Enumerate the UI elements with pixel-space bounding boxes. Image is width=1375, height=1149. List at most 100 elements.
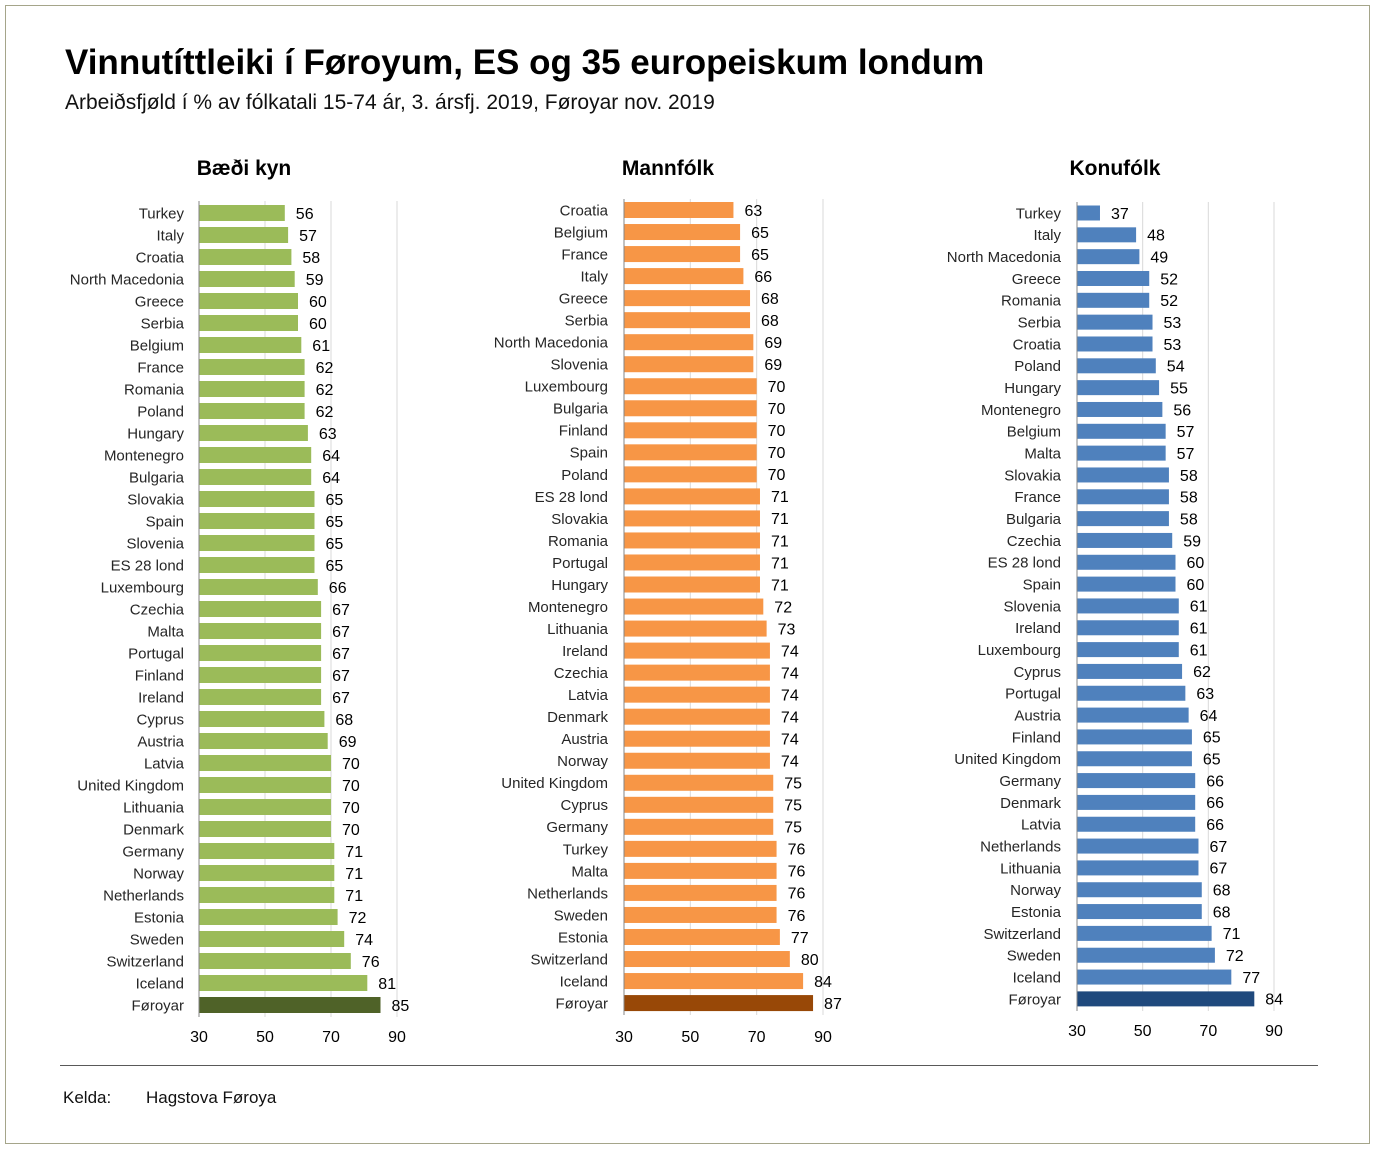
bar-denmark [624, 708, 770, 725]
bar-lithuania [624, 620, 767, 637]
value-label-czechia: 74 [781, 665, 799, 682]
x-tick-label: 50 [1134, 1023, 1152, 1040]
bar-denmark [199, 821, 331, 837]
value-label-foroyar: 87 [824, 996, 842, 1013]
value-label-austria: 74 [781, 732, 799, 749]
value-label-croatia: 53 [1164, 337, 1182, 354]
category-label-germany: Germany [546, 819, 608, 836]
bar-serbia [199, 315, 298, 331]
bar-norway [624, 752, 770, 769]
outer-frame [5, 5, 1370, 1144]
value-label-malta: 76 [788, 864, 806, 881]
value-label-netherlands: 71 [345, 888, 363, 905]
bar-france [624, 246, 741, 263]
value-label-es-28-lond: 65 [326, 558, 344, 575]
value-label-switzerland: 71 [1223, 926, 1241, 943]
category-label-turkey: Turkey [139, 205, 185, 222]
value-label-switzerland: 76 [362, 954, 380, 971]
category-label-lithuania: Lithuania [1000, 860, 1062, 877]
value-label-poland: 70 [768, 467, 786, 484]
value-label-united-kingdom: 65 [1203, 752, 1221, 769]
category-label-estonia: Estonia [1011, 904, 1062, 921]
category-label-greece: Greece [135, 293, 184, 310]
bar-united-kingdom [199, 777, 331, 793]
bar-austria [1077, 707, 1189, 723]
x-tick-label: 30 [190, 1029, 208, 1046]
value-label-es-28-lond: 60 [1187, 555, 1205, 572]
bar-czechia [199, 601, 322, 617]
value-label-montenegro: 64 [322, 448, 340, 465]
category-label-serbia: Serbia [1018, 315, 1062, 332]
category-label-turkey: Turkey [563, 841, 609, 858]
value-label-north-macedonia: 49 [1150, 249, 1168, 266]
category-label-slovenia: Slovenia [126, 535, 184, 552]
bar-cyprus [624, 796, 774, 813]
bar-netherlands [199, 887, 335, 903]
bar-turkey [1077, 205, 1100, 221]
category-label-ireland: Ireland [138, 689, 184, 706]
value-label-latvia: 70 [342, 756, 360, 773]
value-label-luxembourg: 66 [329, 580, 347, 597]
value-label-ireland: 74 [781, 643, 799, 660]
category-label-iceland: Iceland [1013, 969, 1061, 986]
category-label-latvia: Latvia [568, 687, 609, 704]
bar-bulgaria [199, 469, 312, 485]
bar-sweden [1077, 947, 1215, 963]
bar-north-macedonia [1077, 249, 1140, 265]
bar-hungary [1077, 380, 1160, 396]
category-label-foroyar: Føroyar [1009, 991, 1062, 1008]
bar-latvia [199, 755, 331, 771]
category-label-germany: Germany [999, 773, 1061, 790]
bar-poland [1077, 358, 1156, 374]
category-label-switzerland: Switzerland [983, 926, 1061, 943]
category-label-belgium: Belgium [130, 337, 184, 354]
bar-france [1077, 489, 1169, 505]
bar-finland [199, 667, 322, 683]
category-label-switzerland: Switzerland [530, 951, 608, 968]
value-label-turkey: 76 [788, 842, 806, 859]
category-label-serbia: Serbia [565, 313, 609, 330]
category-label-cyprus: Cyprus [136, 711, 184, 728]
x-tick-label: 70 [1199, 1023, 1217, 1040]
bar-czechia [1077, 532, 1173, 548]
value-label-malta: 67 [332, 624, 350, 641]
value-label-united-kingdom: 70 [342, 778, 360, 795]
category-label-norway: Norway [557, 753, 608, 770]
value-label-czechia: 59 [1183, 533, 1201, 550]
value-label-finland: 70 [768, 423, 786, 440]
category-label-luxembourg: Luxembourg [978, 642, 1061, 659]
category-label-north-macedonia: North Macedonia [947, 249, 1062, 266]
category-label-iceland: Iceland [136, 975, 184, 992]
category-label-estonia: Estonia [558, 929, 609, 946]
category-label-ireland: Ireland [562, 643, 608, 660]
category-label-luxembourg: Luxembourg [101, 579, 184, 596]
category-label-hungary: Hungary [1004, 380, 1061, 397]
value-label-cyprus: 68 [335, 712, 353, 729]
value-label-france: 62 [316, 360, 334, 377]
bar-es-28-lond [624, 488, 760, 505]
category-label-finland: Finland [1012, 729, 1061, 746]
value-label-north-macedonia: 59 [306, 272, 324, 289]
value-label-spain: 65 [326, 514, 344, 531]
value-label-turkey: 37 [1111, 206, 1129, 223]
category-label-germany: Germany [122, 843, 184, 860]
bar-cyprus [199, 711, 325, 727]
page-subtitle: Arbeiðsfjøld í % av fólkatali 15-74 ár, … [65, 91, 715, 114]
category-label-austria: Austria [561, 731, 608, 748]
bar-estonia [199, 909, 338, 925]
category-label-sweden: Sweden [1007, 948, 1061, 965]
value-label-greece: 60 [309, 294, 327, 311]
bar-italy [199, 227, 289, 243]
value-label-iceland: 77 [1242, 970, 1260, 987]
category-label-sweden: Sweden [130, 931, 184, 948]
bar-slovenia [199, 535, 315, 551]
bar-austria [624, 730, 770, 747]
bar-greece [624, 290, 751, 307]
bar-romania [624, 532, 760, 549]
value-label-portugal: 71 [771, 555, 789, 572]
value-label-poland: 54 [1167, 359, 1185, 376]
value-label-austria: 69 [339, 734, 357, 751]
category-label-serbia: Serbia [141, 315, 185, 332]
category-label-portugal: Portugal [128, 645, 184, 662]
category-label-romania: Romania [1001, 293, 1062, 310]
